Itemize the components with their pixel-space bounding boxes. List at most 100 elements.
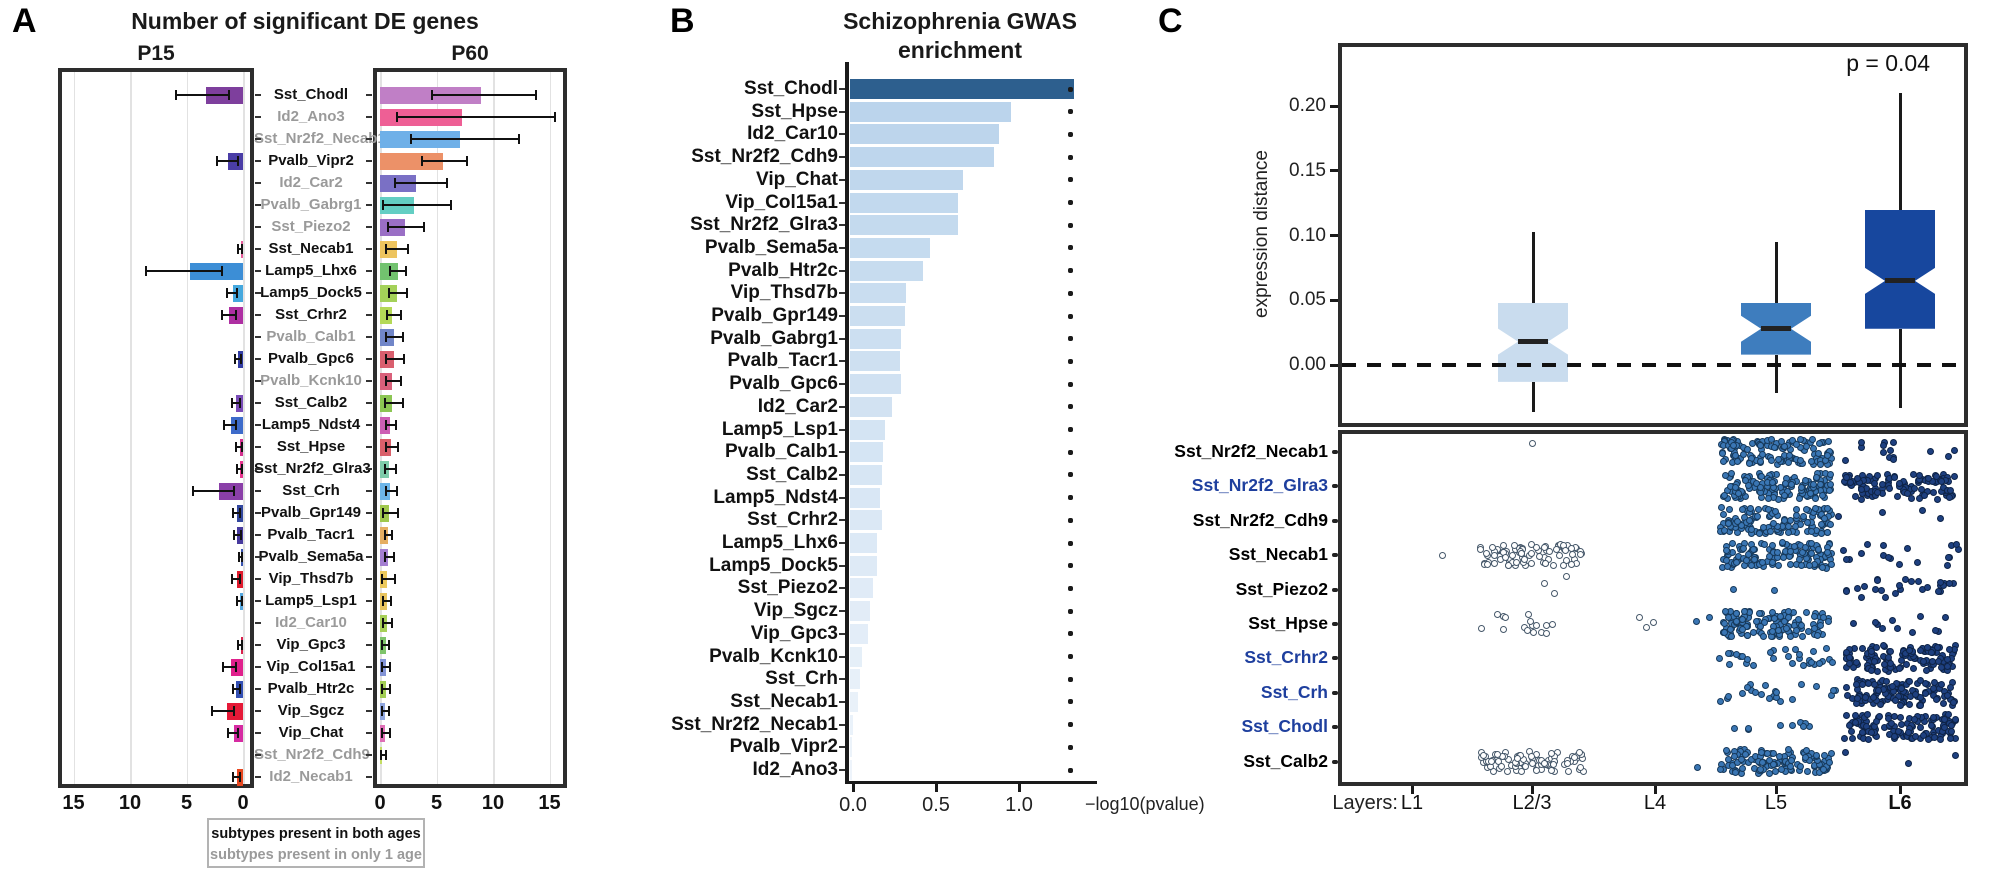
gwas-bar: [850, 169, 963, 190]
scatter-dot: [1867, 648, 1875, 656]
gwas-bar: [850, 623, 869, 644]
row-tick: [839, 156, 845, 159]
significance-dot: [1068, 109, 1074, 115]
p60-error-bar-cap: [406, 288, 409, 298]
scatter-dot: [1816, 480, 1824, 488]
axis-tick: [1018, 784, 1021, 792]
legend-box: subtypes present in both ages subtypes p…: [207, 818, 425, 868]
row-tick: [1332, 450, 1338, 454]
p60-error-bar-cap: [430, 90, 433, 100]
p60-error-bar-cap: [466, 156, 468, 166]
p15-error-bar-cap: [236, 288, 239, 298]
p15-error-bar: [231, 578, 240, 580]
subtype-label: Lamp5_Ndst4: [261, 416, 361, 433]
row-tick: [366, 248, 372, 250]
scatter-dot: [1719, 450, 1727, 458]
gwas-bar: [850, 714, 854, 735]
p15-error-bar-cap: [231, 772, 234, 782]
row-tick: [839, 315, 845, 317]
p15-error-bar-cap: [230, 398, 233, 408]
p60-error-bar-cap: [401, 398, 404, 408]
p60-error-bar-cap: [389, 266, 392, 276]
scatter-dot: [1801, 476, 1809, 484]
gwas-bar: [850, 237, 930, 258]
layer-axis-label: L4: [1643, 792, 1667, 814]
significance-dot: [1068, 722, 1074, 728]
gwas-bar: [850, 101, 1012, 122]
significance-dot: [1068, 585, 1074, 591]
scatter-dot: [1733, 517, 1741, 525]
significance-dot: [1068, 200, 1074, 205]
gwas-row-label: Pvalb_Htr2c: [728, 259, 838, 281]
scatter-dot: [1927, 648, 1935, 656]
p60-error-bar-cap: [389, 662, 392, 672]
gwas-bar: [850, 669, 860, 690]
scatter-dot: [1491, 559, 1499, 567]
scatter-dot: [1846, 479, 1854, 487]
scatter-dot: [1749, 545, 1757, 553]
scatter-dot: [1857, 439, 1865, 447]
row-tick: [366, 424, 372, 426]
row-tick: [839, 655, 845, 658]
gwas-row-label: Vip_Sgcz: [753, 600, 838, 622]
scatter-dot: [1745, 460, 1753, 468]
scatter-dot: [1797, 436, 1805, 444]
scatter-dot: [1756, 530, 1764, 538]
p15-error-bar-cap: [237, 728, 240, 738]
scatter-dot: [1770, 749, 1778, 757]
p15-error-bar-cap: [231, 508, 234, 518]
significance-dot: [1068, 154, 1074, 160]
legend-line-one-age: subtypes present in only 1 age: [210, 847, 422, 863]
p60-error-bar-cap: [400, 376, 403, 386]
row-tick: [366, 776, 372, 778]
p15-error-bar-cap: [220, 266, 223, 276]
gwas-axis-tick-label: 0.5: [922, 794, 950, 816]
scatter-dot: [1800, 513, 1807, 521]
scatter-dot: [1814, 545, 1822, 553]
scatter-dot: [1774, 561, 1782, 569]
scatter-dot: [1757, 442, 1765, 450]
scatter-dot: [1768, 436, 1776, 443]
panel-b-label: B: [670, 2, 695, 40]
p15-chart-frame: [58, 68, 254, 788]
row-tick: [255, 600, 261, 602]
gwas-bar: [850, 646, 862, 667]
row-tick: [839, 201, 845, 204]
scatter-dot: [1728, 539, 1736, 547]
subtype-label: Vip_Col15a1: [266, 658, 356, 675]
scatter-dot: [1528, 549, 1536, 557]
row-tick: [255, 468, 261, 470]
axis-tick-label: 10: [118, 792, 142, 814]
p15-error-bar: [176, 94, 230, 96]
scatter-dot: [1861, 693, 1869, 701]
row-tick: [1332, 587, 1338, 592]
scatter-dot: [1576, 550, 1584, 558]
p15-error-bar: [237, 644, 243, 646]
p60-error-bar: [421, 160, 467, 162]
row-tick: [839, 451, 845, 454]
scatter-dot: [1916, 647, 1924, 655]
p60-error-bar-cap: [390, 596, 393, 606]
row-tick: [839, 178, 845, 181]
p15-error-bar: [228, 732, 239, 734]
gwas-row-label: Lamp5_Dock5: [709, 554, 838, 576]
scatter-dot: [1813, 632, 1821, 640]
scatter-dot: [1722, 472, 1730, 480]
row-tick: [839, 632, 845, 635]
p60-bar: [380, 262, 399, 280]
scatter-dot: [1858, 549, 1866, 557]
scatter-dot: [1720, 458, 1728, 466]
scatter-dot: [1542, 559, 1550, 567]
scatter-row-label: Sst_Nr2f2_Necab1: [1174, 441, 1328, 461]
scatter-dot: [1946, 734, 1954, 742]
scatter-dot: [1818, 530, 1826, 538]
layer-axis-label: L5: [1764, 792, 1788, 814]
row-tick: [255, 226, 261, 228]
scatter-dot: [1642, 623, 1650, 631]
scatter-dot: [1757, 458, 1765, 466]
p60-error-bar: [385, 490, 397, 492]
p15-error-bar: [236, 446, 242, 448]
p15-error-bar-cap: [240, 464, 243, 474]
scatter-dot: [1907, 495, 1915, 503]
scatter-dot: [1790, 543, 1798, 551]
